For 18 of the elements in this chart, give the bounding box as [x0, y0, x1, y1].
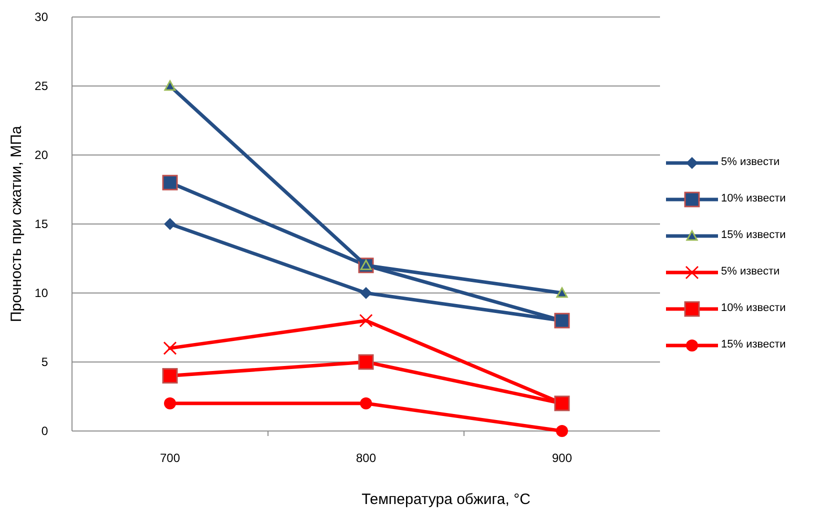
y-axis-title: Прочность при сжатии, МПа — [8, 125, 25, 322]
x-tick-label: 700 — [160, 451, 180, 465]
y-tick-label: 15 — [34, 217, 48, 232]
y-tick-label: 5 — [41, 355, 48, 370]
y-tick-label: 0 — [41, 424, 48, 438]
x-tick-label: 900 — [552, 451, 572, 465]
legend-label: 5% извести — [721, 265, 780, 278]
y-tick-label: 10 — [34, 286, 48, 300]
y-tick-label: 20 — [34, 148, 48, 162]
y-tick-label: 25 — [34, 79, 48, 94]
x-axis-title: Температура обжига, °C — [362, 491, 531, 508]
legend-label: 10% извести — [721, 302, 786, 314]
legend-label: 15% извести — [721, 228, 786, 241]
y-tick-label: 30 — [34, 10, 48, 24]
legend-label: 5% извести — [721, 156, 780, 168]
x-tick-label: 800 — [356, 451, 376, 465]
legend-label: 15% извести — [721, 338, 786, 350]
legend-label: 10% извести — [721, 192, 786, 204]
